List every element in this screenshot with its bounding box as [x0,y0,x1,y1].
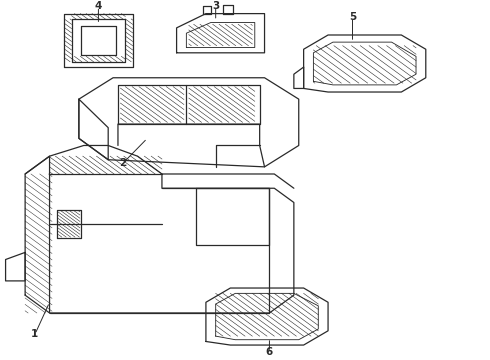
Text: 1: 1 [31,329,39,339]
Text: 3: 3 [212,1,220,12]
Text: 5: 5 [349,12,356,22]
Text: 2: 2 [119,158,126,168]
Text: 6: 6 [266,347,273,357]
Text: 4: 4 [95,1,102,12]
